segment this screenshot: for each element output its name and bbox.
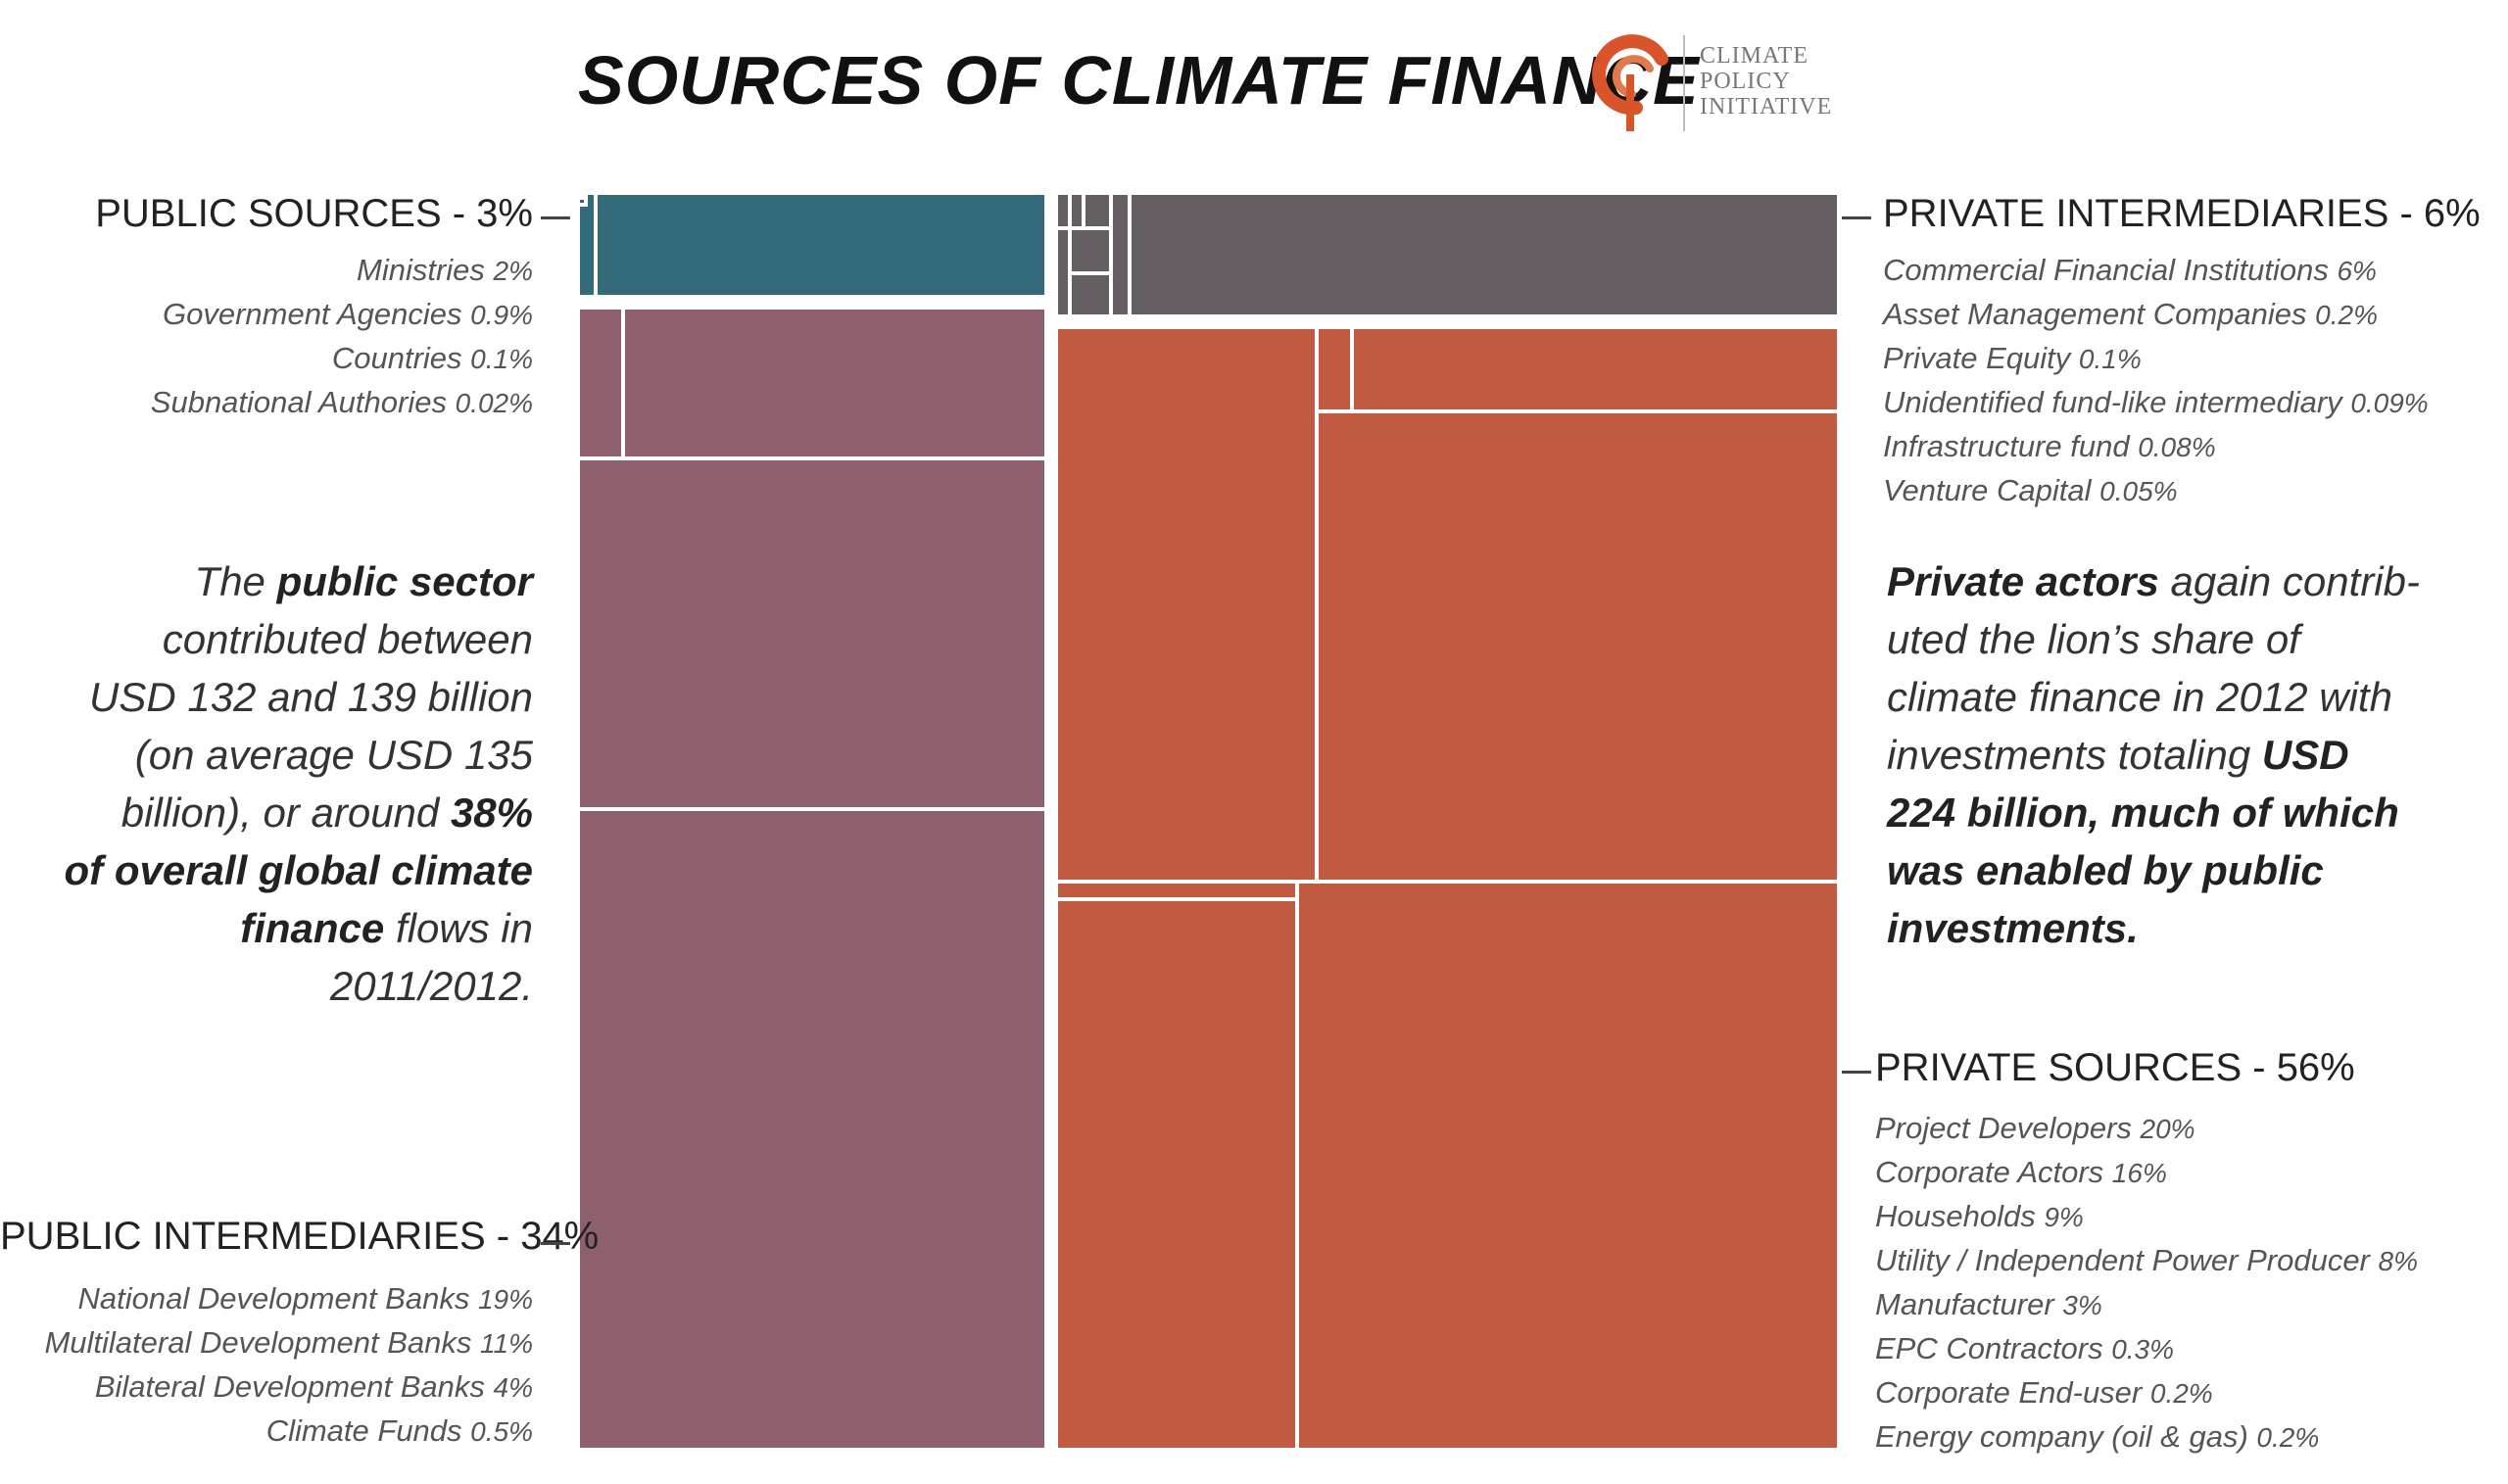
legend-item: Private Equity 0.1% bbox=[1883, 341, 2142, 375]
treemap-cell-private-equity bbox=[1068, 191, 1085, 230]
legend-item: Government Agencies 0.9% bbox=[162, 297, 533, 331]
treemap-cell-manufacturer-small bbox=[1315, 325, 1354, 413]
legend-item: Households 9% bbox=[1875, 1199, 2084, 1233]
legend-item: Corporate Actors 16% bbox=[1875, 1155, 2167, 1189]
legend-item: Infrastructure fund 0.08% bbox=[1883, 429, 2216, 463]
treemap-cell-climate-funds-bilateral bbox=[576, 306, 1048, 460]
group-label-public-intermediaries: PUBLIC INTERMEDIARIES - 34% bbox=[0, 1215, 600, 1258]
items-public-sources: Ministries 2% Government Agencies 0.9% C… bbox=[0, 249, 533, 425]
treemap-cell-multilateral-development-banks bbox=[576, 456, 1048, 811]
treemap-cell-asset-management bbox=[1054, 191, 1072, 230]
legend-item: Bilateral Development Banks 4% bbox=[94, 1369, 533, 1404]
legend-item: Countries 0.1% bbox=[331, 341, 533, 375]
leader-line-private-sources bbox=[1842, 1071, 1871, 1074]
legend-item: Asset Management Companies 0.2% bbox=[1883, 297, 2378, 331]
legend-item: Unidentified fund-like intermediary 0.09… bbox=[1883, 385, 2429, 419]
treemap-cell-commercial-financial-institutions bbox=[1054, 191, 1841, 318]
treemap-cell-manufacturer bbox=[1350, 325, 1841, 413]
leader-line-public-sources bbox=[541, 216, 570, 219]
public-sector-note: The public sector contributed between US… bbox=[64, 558, 533, 1009]
logo-text-line3: INITIATIVE bbox=[1700, 94, 1833, 120]
treemap-cell-ministries bbox=[576, 191, 1048, 299]
logo-divider bbox=[1683, 35, 1685, 131]
treemap-cell-corporate-actors bbox=[1315, 409, 1841, 884]
treemap-cell-venture-capital bbox=[1068, 271, 1113, 318]
treemap-cell-national-development-banks bbox=[576, 807, 1048, 1452]
treemap-cell-subnational-authories bbox=[576, 191, 584, 200]
treemap-cell-infrastructure-fund bbox=[1068, 226, 1113, 275]
leader-line-private-intermediaries bbox=[1842, 216, 1871, 219]
legend-item: EPC Contractors 0.3% bbox=[1875, 1331, 2175, 1365]
treemap-cell-government-agencies bbox=[576, 191, 598, 299]
legend-item: National Development Banks 19% bbox=[77, 1281, 533, 1316]
legend-item: Corporate End-user 0.2% bbox=[1875, 1375, 2213, 1410]
legend-item: Venture Capital 0.05% bbox=[1883, 473, 2178, 507]
treemap-cell-utility-ipp bbox=[1054, 897, 1299, 1452]
legend-item: Multilateral Development Banks 11% bbox=[44, 1325, 533, 1360]
legend-item: Subnational Authories 0.02% bbox=[150, 385, 533, 419]
legend-item: Ministries 2% bbox=[357, 253, 533, 287]
chart-title: SOURCES OF CLIMATE FINANCE bbox=[578, 42, 1700, 119]
treemap-cell-climate-funds bbox=[576, 306, 625, 460]
logo-text-line2: POLICY bbox=[1700, 69, 1791, 94]
group-label-public-sources: PUBLIC SOURCES - 3% bbox=[95, 192, 533, 235]
group-label-private-intermediaries: PRIVATE INTERMEDIARIES - 6% bbox=[1883, 192, 2481, 235]
legend-item: Manufacturer 3% bbox=[1875, 1287, 2102, 1321]
items-private-sources: Project Developers 20% Corporate Actors … bbox=[1875, 1107, 2483, 1460]
group-label-private-sources: PRIVATE SOURCES - 56% bbox=[1875, 1046, 2355, 1089]
legend-item: Utility / Independent Power Producer 8% bbox=[1875, 1243, 2418, 1277]
legend-item: Commercial Financial Institutions 6% bbox=[1883, 253, 2377, 287]
treemap-cell-epc-contractors bbox=[1054, 880, 1299, 901]
climate-policy-initiative-logo bbox=[1592, 34, 1668, 131]
items-public-intermediaries: National Development Banks 19% Multilate… bbox=[0, 1277, 533, 1454]
treemap-cell-households bbox=[1054, 325, 1319, 884]
treemap-cell-unidentified-fund bbox=[1082, 191, 1113, 230]
legend-item: Energy company (oil & gas) 0.2% bbox=[1875, 1419, 2320, 1454]
legend-item: Climate Funds 0.5% bbox=[265, 1413, 533, 1448]
logo-text-line1: CLIMATE bbox=[1700, 43, 1809, 69]
leader-line-public-intermediaries bbox=[541, 1242, 570, 1245]
legend-item: Project Developers 20% bbox=[1875, 1111, 2195, 1145]
treemap-cell-project-developers bbox=[1295, 880, 1841, 1452]
items-private-intermediaries: Commercial Financial Institutions 6% Ass… bbox=[1883, 249, 2490, 513]
private-actors-note: Private actors again contrib- uted the l… bbox=[1887, 558, 2420, 951]
